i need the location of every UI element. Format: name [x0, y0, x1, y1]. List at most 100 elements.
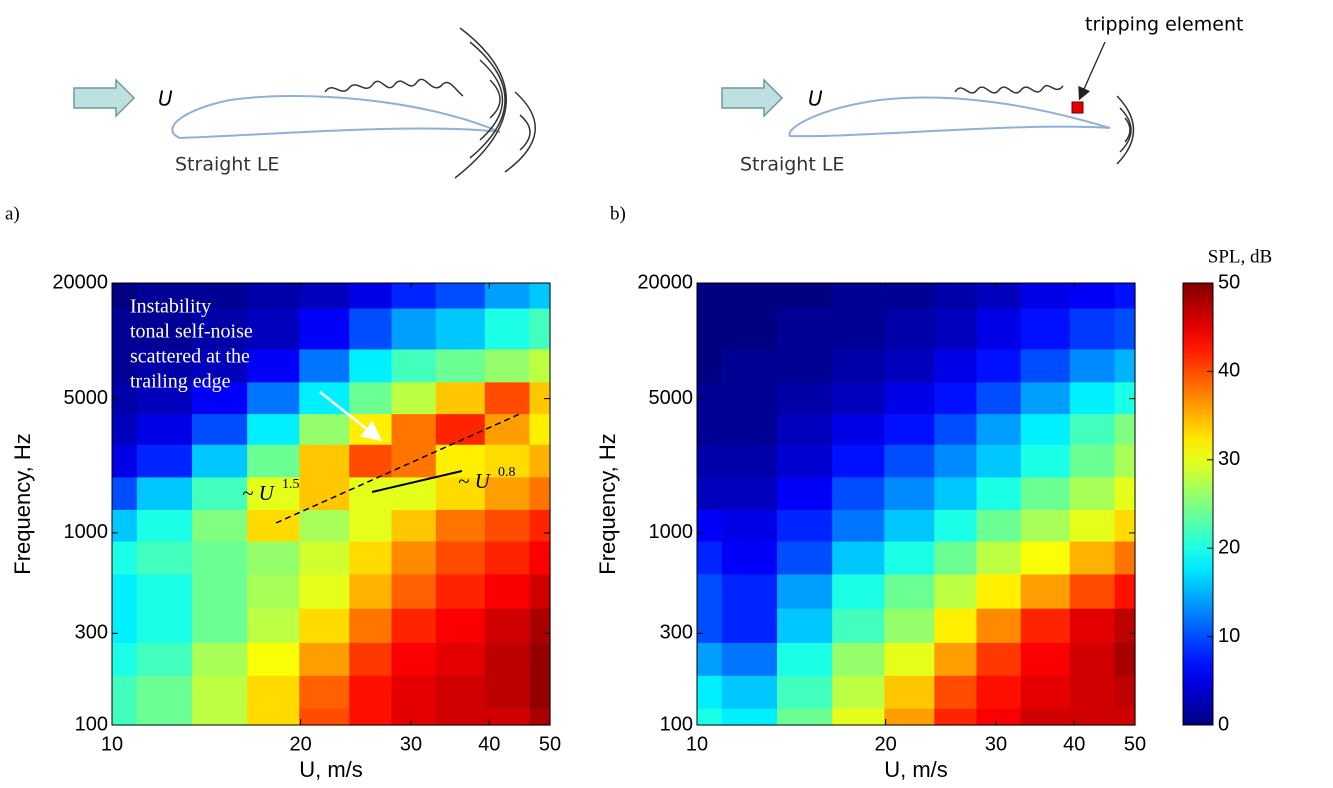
colorbar-tick-label: 50: [1218, 271, 1240, 293]
heatmap-cell: [884, 381, 935, 415]
tripping-element: [1071, 101, 1084, 114]
heatmap-cell: [1114, 642, 1136, 676]
heatmap-cell: [349, 540, 393, 575]
heatmap-cell: [934, 348, 978, 383]
scaling-exponent: 1.5: [282, 477, 300, 492]
heatmap-cell: [391, 348, 437, 383]
heatmap-cell: [934, 642, 978, 676]
heatmap-cell: [976, 444, 1022, 478]
x-tick-label: 20: [875, 733, 897, 755]
heatmap-cell: [1069, 509, 1116, 542]
colorbar-tick-label: 40: [1218, 360, 1240, 382]
heatmap-cell: [884, 348, 935, 383]
plot-frame: [696, 282, 1136, 726]
heatmap-cell: [697, 642, 723, 676]
heatmap-cell: [484, 476, 531, 510]
heatmap-cell: [435, 642, 486, 676]
heatmap-cell: [529, 476, 551, 510]
heatmap-cell: [884, 573, 935, 609]
heatmap-cell: [1020, 413, 1071, 445]
heatmap-cell: [484, 381, 531, 415]
le-label: Straight LE: [175, 154, 279, 176]
heatmap-cell: [776, 413, 833, 445]
heatmap-cell: [934, 509, 978, 542]
heatmap-cell: [529, 348, 551, 383]
heatmap-cell: [435, 608, 486, 643]
heatmap-cell: [349, 509, 393, 542]
heatmap-cell: [1020, 642, 1071, 676]
heatmap-cell: [776, 608, 833, 643]
heatmap-cell: [976, 540, 1022, 575]
heatmap-cell: [112, 283, 138, 309]
heatmap-cell: [391, 573, 437, 609]
heatmap-cell: [1114, 381, 1136, 415]
heatmap-cell: [136, 476, 193, 510]
y-axis-label: Frequency, Hz: [10, 433, 35, 574]
heatmap-cell: [191, 476, 248, 510]
x-tick-label: 40: [478, 733, 500, 755]
heatmap-cell: [435, 283, 486, 309]
heatmap-cell: [1069, 708, 1116, 726]
heatmap-cell: [136, 283, 193, 309]
heatmap-cell: [349, 476, 393, 510]
colorbar-tick-label: 20: [1218, 536, 1240, 558]
y-tick-label: 5000: [64, 387, 109, 409]
heatmap-cell: [832, 675, 885, 709]
heatmap-cell: [1069, 642, 1116, 676]
heatmap-cell: [112, 413, 138, 445]
heatmap-cell: [484, 307, 531, 350]
heatmap-cell: [247, 608, 300, 643]
wake: [324, 78, 464, 97]
heatmap-cell: [484, 608, 531, 643]
heatmap-cell: [391, 642, 437, 676]
heatmap-cell: [391, 307, 437, 350]
heatmap-cell: [435, 381, 486, 415]
heatmap-cell: [832, 540, 885, 575]
heatmap-cell: [247, 675, 300, 709]
heatmap-cell: [721, 476, 778, 510]
heatmap-cell: [484, 675, 531, 709]
heatmap-cell: [776, 307, 833, 350]
scaling-label: ~ U: [458, 469, 492, 493]
heatmap-cell: [299, 413, 350, 445]
wake: [954, 84, 1064, 94]
flow-arrow: [73, 78, 136, 118]
heatmap-cell: [1020, 307, 1071, 350]
panel-label: a): [5, 203, 20, 224]
heatmap-cell: [976, 283, 1022, 309]
heatmap-cell: [112, 509, 138, 542]
heatmap-cell: [112, 675, 138, 709]
heatmap-cell: [484, 573, 531, 609]
heatmap-cell: [191, 348, 248, 383]
heatmap-cell: [697, 476, 723, 510]
heatmap-cell: [721, 381, 778, 415]
heatmap-cell: [136, 381, 193, 415]
heatmap-cell: [112, 444, 138, 478]
heatmap-cell: [529, 381, 551, 415]
y-tick-label: 300: [660, 622, 693, 644]
heatmap-cell: [136, 413, 193, 445]
heatmap-cell: [976, 509, 1022, 542]
heatmap-cell: [247, 642, 300, 676]
scaling-label: ~ U: [242, 481, 276, 505]
heatmap-cell: [934, 708, 978, 726]
heatmap-cell: [247, 444, 300, 478]
x-tick-label: 30: [400, 733, 422, 755]
heatmap-cell: [484, 540, 531, 575]
heatmap-cell: [484, 642, 531, 676]
heatmap-cell: [1020, 348, 1071, 383]
colorbar-tick-label: 10: [1218, 625, 1240, 647]
heatmap-cell: [721, 307, 778, 350]
colorbar-label: SPL, dB: [1208, 246, 1272, 267]
heatmap-cell: [934, 573, 978, 609]
x-axis-label: U, m/s: [299, 757, 363, 782]
heatmap-cell: [884, 675, 935, 709]
heatmap-cell: [136, 642, 193, 676]
heatmap-cell: [934, 283, 978, 309]
heatmap-cell: [1114, 540, 1136, 575]
plots: 10 20 30 40 50 100 300 1000 5000 20000 U, m/s Frequ…: [10, 271, 1146, 782]
heatmap-cell: [884, 608, 935, 643]
heatmap-cell: [832, 307, 885, 350]
